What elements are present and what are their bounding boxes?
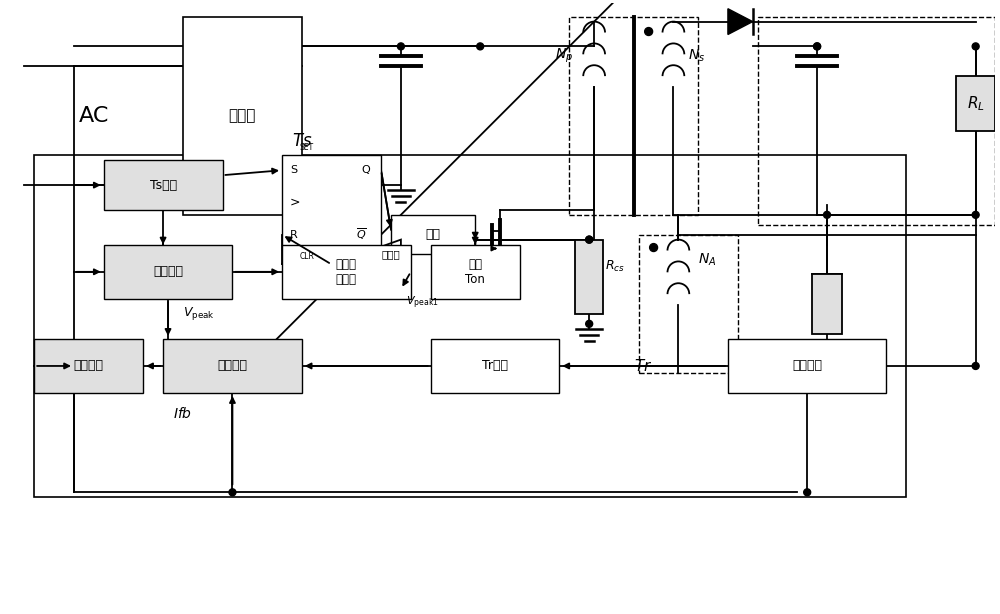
Bar — [812, 274, 842, 334]
Text: 比较器: 比较器 — [381, 249, 400, 260]
Circle shape — [397, 43, 404, 50]
Circle shape — [814, 43, 821, 50]
Bar — [956, 76, 995, 131]
Text: 原边峰
値补偿: 原边峰 値补偿 — [336, 258, 357, 286]
Bar — [431, 244, 520, 299]
Text: 计算
Ton: 计算 Ton — [465, 258, 485, 286]
Text: 驱动: 驱动 — [426, 228, 441, 241]
Bar — [758, 17, 995, 225]
Circle shape — [586, 236, 593, 243]
Circle shape — [229, 489, 236, 495]
Circle shape — [824, 211, 830, 219]
Text: $Ifb$: $Ifb$ — [173, 405, 192, 421]
Bar — [431, 339, 559, 393]
Text: $V_{\mathrm{peak}}$: $V_{\mathrm{peak}}$ — [183, 305, 215, 322]
Circle shape — [645, 28, 653, 36]
Bar — [575, 239, 603, 314]
Circle shape — [586, 236, 593, 243]
Bar — [104, 244, 232, 299]
Text: CLR: CLR — [299, 252, 314, 262]
Text: 电流估算: 电流估算 — [217, 359, 247, 373]
Text: 模式选择: 模式选择 — [153, 265, 183, 278]
Text: AC: AC — [79, 106, 109, 126]
Text: $N_s$: $N_s$ — [688, 48, 706, 64]
Text: Ts补偿: Ts补偿 — [150, 179, 177, 192]
Text: $N_A$: $N_A$ — [698, 251, 717, 268]
Bar — [639, 235, 738, 373]
Bar — [391, 215, 475, 254]
Circle shape — [477, 43, 484, 50]
Text: $N_p$: $N_p$ — [555, 47, 573, 66]
Text: S: S — [290, 165, 297, 175]
Text: 信息采集: 信息采集 — [792, 359, 822, 373]
Text: $Ts$: $Ts$ — [292, 131, 312, 150]
Text: 整流桥: 整流桥 — [229, 108, 256, 123]
Text: $\overline{Q}$: $\overline{Q}$ — [356, 227, 367, 243]
Bar — [183, 17, 302, 215]
Bar — [728, 339, 886, 393]
Circle shape — [972, 211, 979, 219]
Text: $Tr$: $Tr$ — [634, 358, 652, 374]
Text: $R_L$: $R_L$ — [967, 94, 985, 113]
Bar — [34, 155, 906, 497]
Circle shape — [650, 244, 658, 252]
Circle shape — [972, 43, 979, 50]
Text: Q: Q — [361, 165, 370, 175]
Bar — [104, 160, 223, 210]
Bar — [163, 339, 302, 393]
Bar — [282, 155, 381, 249]
Circle shape — [586, 321, 593, 327]
Text: R: R — [290, 230, 298, 239]
Text: $R_{cs}$: $R_{cs}$ — [605, 259, 625, 274]
Polygon shape — [728, 9, 753, 34]
Circle shape — [814, 43, 821, 50]
Circle shape — [804, 489, 811, 495]
Text: SET: SET — [300, 144, 314, 152]
Text: >: > — [290, 196, 300, 209]
Bar — [34, 339, 143, 393]
Bar — [282, 244, 411, 299]
Text: Tr补偿: Tr补偿 — [482, 359, 508, 373]
Text: $V_{\mathrm{peak1}}$: $V_{\mathrm{peak1}}$ — [406, 294, 439, 311]
Circle shape — [972, 362, 979, 370]
Text: 恒流处理: 恒流处理 — [74, 359, 104, 373]
Bar — [569, 17, 698, 215]
